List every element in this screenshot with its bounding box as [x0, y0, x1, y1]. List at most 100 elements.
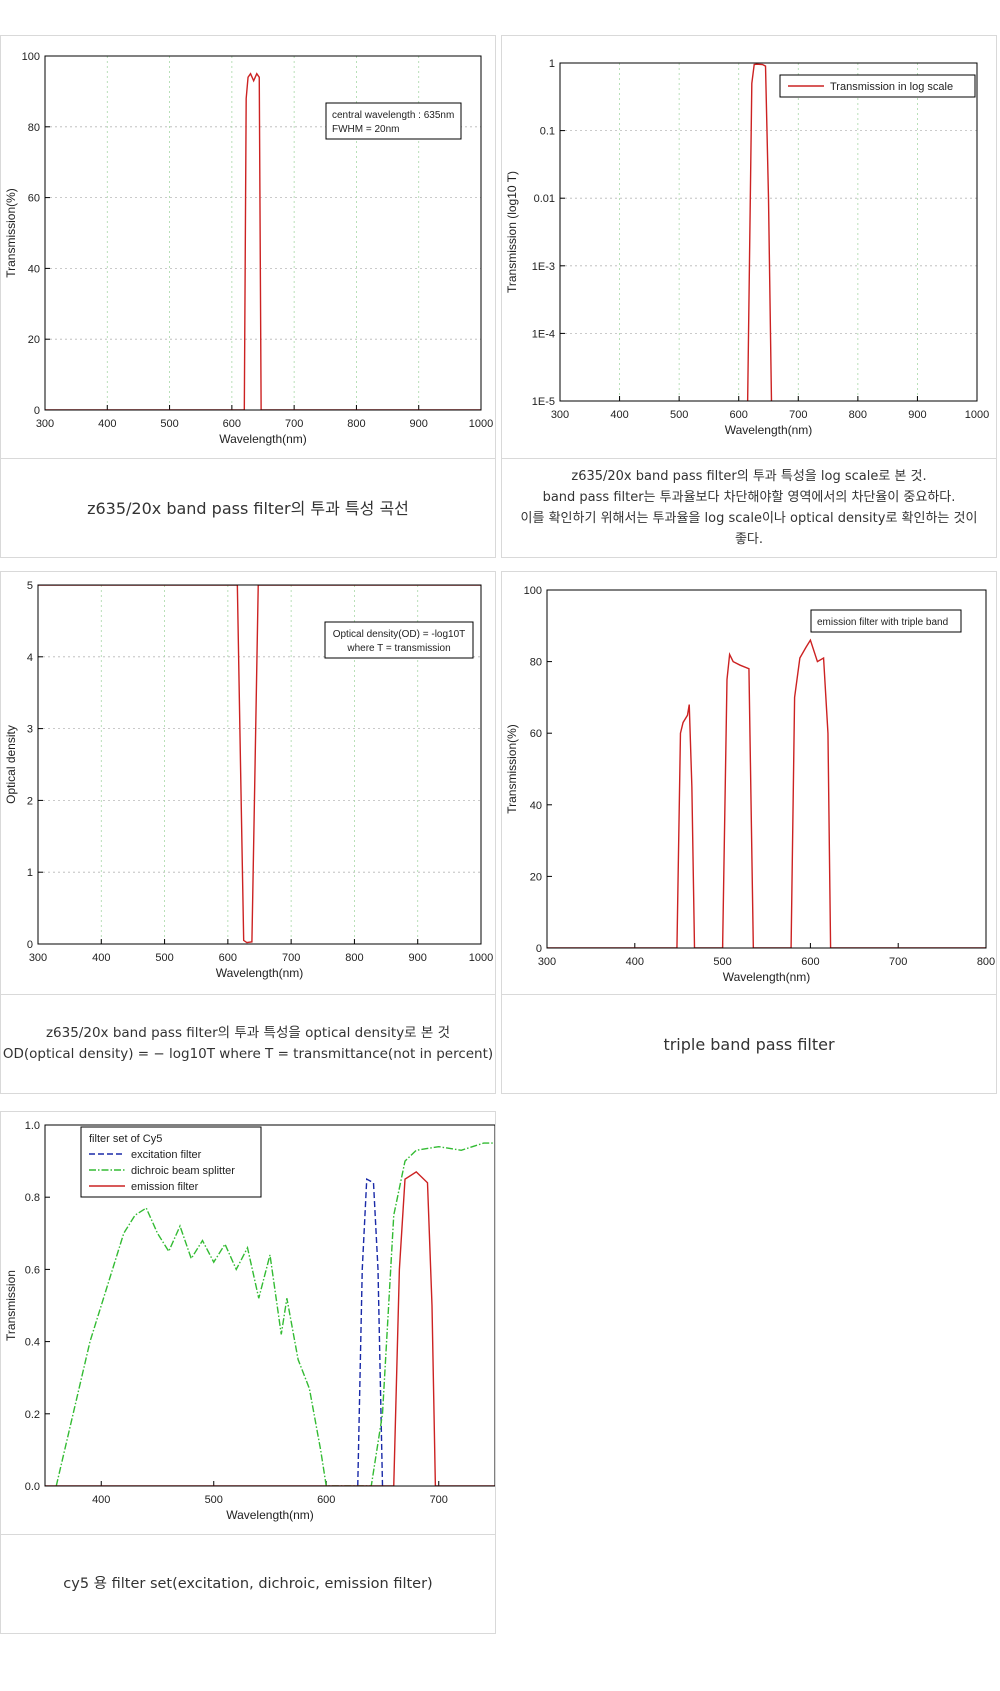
y-tick-label: 4	[27, 652, 33, 664]
plot-frame	[559, 62, 978, 402]
y-tick-label: 40	[530, 800, 542, 812]
x-tick-label: 700	[282, 952, 300, 964]
x-tick-label: 800	[977, 956, 995, 968]
caption-line: cy5 용 filter set(excitation, dichroic, e…	[63, 1575, 433, 1592]
y-tick-label: 100	[524, 585, 542, 597]
x-tick-label: 600	[730, 409, 748, 421]
caption-line: z635/20x band pass filter의 투과 특성 곡선	[87, 498, 409, 518]
y-tick-label: 2	[27, 795, 33, 807]
y-axis-title: Transmission(%)	[505, 724, 519, 814]
caption-line: triple band pass filter	[663, 1034, 835, 1054]
x-tick-label: 400	[626, 956, 644, 968]
y-tick-label: 0.0	[25, 1481, 40, 1493]
annotation-box	[810, 609, 962, 633]
y-tick-label: 0.01	[534, 193, 555, 205]
y-axis-title: Optical density	[4, 725, 18, 804]
x-tick-label: 500	[160, 418, 178, 430]
x-tick-label: 300	[538, 956, 556, 968]
y-axis-title: Transmission(%)	[4, 188, 18, 278]
caption-line: z635/20x band pass filter의 투과 특성을 log sc…	[571, 469, 927, 484]
annotation: emission filter with triple band	[817, 617, 948, 628]
caption: cy5 용 filter set(excitation, dichroic, e…	[0, 1535, 496, 1634]
caption-line: 이를 확인하기 위해서는 투과율을 log scale이나 optical de…	[520, 511, 978, 526]
annotation: Optical density(OD) = -log10T	[333, 629, 466, 640]
annotation: central wavelength : 635nm	[332, 110, 454, 121]
chart-cell: 1E-5 1E-4 1E-3 0.01 0.1 1 300 400 500 600 700 800 90…	[501, 35, 997, 459]
y-tick-label: 40	[28, 263, 40, 275]
data-line	[55, 1142, 495, 1486]
chart: 0 20 40 60 80 100 300 400 500 600 700 800 900 1000 Wav…	[4, 51, 493, 446]
y-tick-label: 1	[549, 58, 555, 70]
y-tick-label: 3	[27, 724, 33, 736]
y-tick-label: 100	[22, 51, 40, 63]
x-axis-title: Wavelength(nm)	[216, 966, 304, 980]
annotation-box	[324, 621, 474, 659]
y-tick-label: 0.2	[25, 1409, 40, 1421]
x-tick-label: 700	[430, 1494, 448, 1506]
x-tick-label: 800	[347, 418, 365, 430]
y-tick-label: 0.1	[540, 126, 555, 138]
legend-label: dichroic beam splitter	[131, 1165, 235, 1177]
chart-cell: 0.0 0.2 0.4 0.6 0.8 1.0 400 500 600 700 Wavelength…	[0, 1111, 496, 1535]
x-tick-label: 500	[713, 956, 731, 968]
x-tick-label: 500	[205, 1494, 223, 1506]
caption-line: OD(optical density) = − log10T where T =…	[2, 1046, 494, 1062]
y-tick-label: 1.0	[25, 1120, 40, 1132]
plot-frame	[546, 589, 987, 949]
x-tick-label: 800	[345, 952, 363, 964]
x-tick-label: 700	[789, 409, 807, 421]
x-tick-label: 800	[849, 409, 867, 421]
x-tick-label: 500	[670, 409, 688, 421]
x-tick-label: 600	[801, 956, 819, 968]
data-line	[357, 1178, 384, 1486]
annotation: FWHM = 20nm	[332, 124, 400, 135]
legend-box	[779, 74, 976, 98]
x-tick-label: 400	[98, 418, 116, 430]
annotation: where T = transmission	[346, 643, 450, 654]
x-tick-label: 400	[92, 952, 110, 964]
y-tick-label: 0	[536, 943, 542, 955]
x-tick-label: 300	[551, 409, 569, 421]
chart: 0 20 40 60 80 100 300 400 500 600 700 800 Wavelength…	[505, 585, 995, 984]
y-axis-title: Transmission	[4, 1270, 18, 1341]
x-tick-label: 1000	[469, 418, 493, 430]
y-tick-label: 0.6	[25, 1264, 40, 1276]
y-axis-title: Transmission (log10 T)	[505, 171, 519, 293]
x-tick-label: 300	[36, 418, 54, 430]
y-tick-label: 60	[530, 728, 542, 740]
x-axis-title: Wavelength(nm)	[723, 970, 811, 984]
legend-label: excitation filter	[131, 1149, 202, 1161]
data-line	[45, 1171, 495, 1486]
x-tick-label: 1000	[965, 409, 989, 421]
x-tick-label: 400	[610, 409, 628, 421]
caption-line: 좋다.	[734, 532, 764, 547]
plot-frame	[44, 55, 482, 411]
caption: z635/20x band pass filter의 투과 특성 곡선	[0, 459, 496, 558]
annotation-box	[325, 102, 462, 140]
x-axis-title: Wavelength(nm)	[219, 432, 307, 446]
y-tick-label: 0.4	[25, 1337, 40, 1349]
y-tick-label: 5	[27, 580, 33, 592]
chart: 1E-5 1E-4 1E-3 0.01 0.1 1 300 400 500 600 700 800 90…	[505, 58, 989, 437]
x-tick-label: 400	[92, 1494, 110, 1506]
x-tick-label: 900	[410, 418, 428, 430]
y-tick-label: 20	[28, 334, 40, 346]
caption-line: z635/20x band pass filter의 투과 특성을 optica…	[45, 1025, 451, 1041]
data-line	[38, 585, 481, 944]
y-tick-label: 1E-3	[532, 261, 555, 273]
x-axis-title: Wavelength(nm)	[226, 1508, 314, 1522]
data-line	[45, 72, 481, 410]
legend-label: emission filter	[131, 1181, 199, 1193]
y-tick-label: 20	[530, 871, 542, 883]
x-tick-label: 300	[29, 952, 47, 964]
y-tick-label: 0.8	[25, 1192, 40, 1204]
x-tick-label: 700	[889, 956, 907, 968]
y-tick-label: 60	[28, 193, 40, 205]
x-axis-title: Wavelength(nm)	[725, 423, 813, 437]
chart-cell: 0 20 40 60 80 100 300 400 500 600 700 800 900 1000 Wav…	[0, 35, 496, 459]
caption-line: band pass filter는 투과율보다 차단해야할 영역에서의 차단율이…	[542, 490, 956, 505]
y-tick-label: 0	[34, 405, 40, 417]
data-line	[547, 638, 986, 948]
plot-frame	[37, 584, 482, 945]
